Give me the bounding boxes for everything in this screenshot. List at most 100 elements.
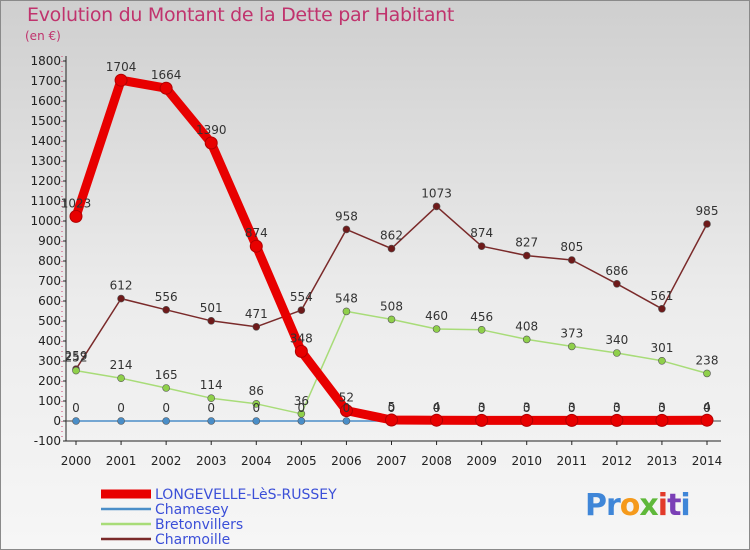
data-point <box>297 306 306 315</box>
data-point <box>207 316 216 325</box>
y-tick-label: 1400 <box>30 134 61 148</box>
data-label: 548 <box>335 291 358 305</box>
data-point <box>613 279 621 288</box>
data-label: 3 <box>658 400 666 414</box>
x-tick-label: 2005 <box>286 454 317 468</box>
x-tick-label: 2012 <box>602 454 633 468</box>
data-point <box>565 413 579 427</box>
x-tick-label: 2011 <box>557 454 588 468</box>
data-point <box>117 294 125 303</box>
data-label: 0 <box>613 401 621 415</box>
data-point <box>475 413 489 427</box>
data-point <box>522 335 531 344</box>
data-label: 0 <box>162 401 170 415</box>
y-tick-label: 1200 <box>30 174 61 188</box>
y-tick-label: 0 <box>53 414 61 428</box>
data-point <box>385 413 398 427</box>
y-tick-label: 700 <box>38 274 61 288</box>
data-label: 985 <box>696 204 719 218</box>
data-label: 1023 <box>61 196 92 210</box>
legend-label: Bretonvillers <box>155 517 243 533</box>
data-point <box>477 325 486 334</box>
data-point <box>162 384 170 392</box>
data-label: 0 <box>433 401 441 415</box>
data-label: 958 <box>335 209 358 223</box>
data-label: 86 <box>249 384 264 398</box>
data-point <box>658 304 666 313</box>
y-tick-label: 500 <box>38 314 61 328</box>
data-label: 686 <box>605 264 628 278</box>
data-label: 456 <box>470 310 493 324</box>
data-label: 1704 <box>106 60 137 74</box>
data-label: 0 <box>478 401 486 415</box>
data-label: 508 <box>380 299 403 313</box>
data-point <box>252 399 261 408</box>
chart-title: Evolution du Montant de la Dette par Hab… <box>27 4 455 26</box>
data-label: 874 <box>245 226 268 240</box>
data-label: 0 <box>252 401 260 415</box>
data-label: 52 <box>339 391 354 405</box>
y-tick-label: 200 <box>38 374 61 388</box>
data-label: 0 <box>568 401 576 415</box>
data-label: 3 <box>523 400 531 414</box>
y-tick-label: 1300 <box>30 154 61 168</box>
x-tick-label: 2013 <box>647 454 678 468</box>
data-point <box>162 305 170 314</box>
data-label: 460 <box>425 309 448 323</box>
data-label: 874 <box>470 226 493 240</box>
y-tick-label: 300 <box>38 354 61 368</box>
y-tick-label: 1600 <box>30 94 61 108</box>
data-point <box>703 369 711 378</box>
data-label: 0 <box>207 401 215 415</box>
data-point <box>658 356 666 365</box>
data-label: 1073 <box>421 186 452 200</box>
data-point <box>342 307 351 316</box>
data-point <box>69 209 83 223</box>
data-label: 0 <box>298 401 306 415</box>
data-label: 238 <box>696 353 719 367</box>
data-label: 612 <box>110 279 133 293</box>
data-point <box>72 417 80 425</box>
data-label: 5 <box>388 400 396 414</box>
data-label: 4 <box>433 400 441 414</box>
data-label: 554 <box>290 290 313 304</box>
data-label: 214 <box>110 358 133 372</box>
data-label: 3 <box>568 400 576 414</box>
y-tick-label: 100 <box>38 394 61 408</box>
y-tick-label: 600 <box>38 294 61 308</box>
data-point <box>432 202 441 211</box>
data-label: 0 <box>523 401 531 415</box>
data-point <box>430 413 444 427</box>
data-label: 827 <box>515 236 538 250</box>
data-point <box>613 349 621 357</box>
data-label: 259 <box>65 349 88 363</box>
data-label: 252 <box>65 351 88 365</box>
y-tick-label: -100 <box>34 434 61 448</box>
data-label: 556 <box>155 290 178 304</box>
data-label: 4 <box>703 400 711 414</box>
y-tick-label: 1100 <box>30 194 61 208</box>
data-label: 471 <box>245 307 268 321</box>
data-point <box>520 413 534 427</box>
y-tick-label: 1000 <box>30 214 61 228</box>
data-point <box>294 344 308 358</box>
x-tick-label: 2008 <box>421 454 452 468</box>
data-point <box>342 417 351 425</box>
series-line <box>75 310 708 415</box>
legend-label: Charmoille <box>155 532 230 548</box>
data-point <box>117 374 125 383</box>
data-point <box>162 417 170 425</box>
x-tick-label: 2000 <box>61 454 92 468</box>
y-tick-label: 900 <box>38 234 61 248</box>
data-point <box>567 342 576 351</box>
data-label: 0 <box>117 401 125 415</box>
data-point <box>339 404 353 418</box>
x-tick-label: 2003 <box>196 454 227 468</box>
data-point <box>700 413 714 427</box>
x-tick-label: 2014 <box>692 454 723 468</box>
data-point <box>249 239 263 253</box>
x-tick-label: 2009 <box>466 454 497 468</box>
data-point <box>567 256 576 264</box>
data-point <box>207 417 216 425</box>
data-point <box>342 225 351 234</box>
